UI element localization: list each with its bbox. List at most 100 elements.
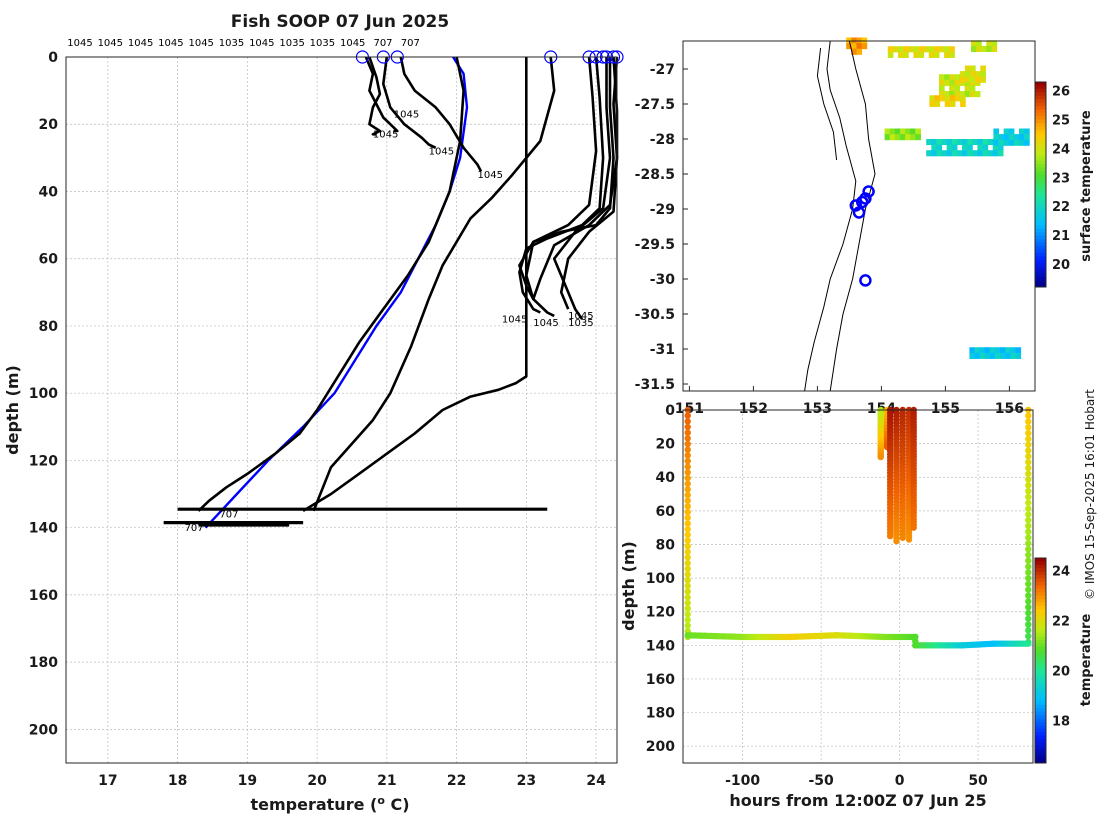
sst-cell (939, 46, 945, 53)
cast-point (684, 457, 691, 465)
map-colorbar-cell (1035, 280, 1046, 285)
track-point (859, 192, 872, 205)
cast-point (684, 537, 691, 544)
sst-cell (936, 150, 943, 157)
sst-cell (1000, 352, 1006, 359)
sst-cell (1024, 134, 1030, 141)
timeseries-colorbar-cell (1035, 742, 1046, 747)
sst-cell (986, 40, 992, 47)
sst-cell (939, 91, 945, 98)
profile-annotation: 707 (185, 523, 204, 534)
sst-cell (979, 352, 986, 359)
map-colorbar-cell (1035, 256, 1046, 261)
sst-cell (984, 352, 991, 359)
sst-cell (979, 347, 986, 354)
timeseries-ylabel: depth (m) (619, 541, 638, 631)
cast-point (684, 491, 691, 499)
map-colorbar-tick: 20 (1052, 258, 1070, 273)
sst-cell (1015, 352, 1022, 359)
sst-cell (970, 71, 976, 78)
profile-title: Fish SOOP 07 Jun 2025 (231, 12, 449, 32)
timeseries-ytick-label: 40 (656, 470, 676, 486)
map-ytick-label: -29 (650, 202, 675, 218)
sst-cell (887, 51, 894, 58)
sst-cell (931, 150, 937, 157)
sst-cell (989, 347, 996, 354)
sst-cell (939, 95, 946, 102)
map-colorbar-cell (1035, 116, 1046, 121)
sst-cell (1008, 134, 1015, 141)
sst-cell (944, 100, 951, 107)
sst-cell (884, 134, 891, 141)
sst-cell (908, 46, 914, 53)
timeseries-colorbar-cell (1035, 660, 1046, 665)
profile-top-label: 707 (373, 38, 392, 49)
map-colorbar-tick: 22 (1052, 200, 1070, 215)
cast-point (1025, 424, 1032, 431)
profile-ytick-label: 40 (39, 184, 59, 200)
sst-cell (856, 43, 863, 50)
sst-cell (977, 144, 984, 151)
map-colorbar-cell (1035, 85, 1046, 90)
sst-cell (977, 139, 984, 146)
cast-point (1025, 464, 1032, 472)
sst-cell (967, 150, 973, 157)
map-colorbar-cell (1035, 92, 1046, 97)
cast-point (684, 605, 691, 612)
cast-point (684, 616, 691, 624)
sst-cell (889, 134, 896, 141)
sst-cell (913, 46, 920, 53)
timeseries-colorbar-cell (1035, 732, 1046, 737)
profile-annotation: 707 (219, 510, 238, 521)
map-xtick-label: 153 (803, 401, 832, 417)
profile-line (518, 56, 598, 300)
sst-cell (926, 150, 932, 157)
map-xtick-label: 155 (931, 401, 960, 417)
track-point (849, 199, 863, 212)
sst-cell (993, 134, 1000, 141)
timeseries-ticks: -100 -50 0 50 0 20 40 60 80 100 120 140 160 180 200 (646, 403, 988, 789)
sst-cell (918, 46, 925, 53)
profile-xlabel-main: temperature ( (250, 795, 377, 814)
sst-cell (1003, 139, 1010, 146)
cast-point (684, 565, 691, 573)
profile-annotation: 1045 (394, 110, 419, 121)
cast-point (1025, 487, 1032, 495)
map-colorbar-cell (1035, 99, 1046, 103)
profile-xlabel: temperature (o C) (250, 794, 409, 814)
map-ytick-label: -28.5 (635, 167, 675, 183)
map-colorbar-cell (1035, 225, 1046, 230)
map-colorbar-cell (1035, 102, 1046, 107)
profile-xtick-label: 24 (586, 773, 606, 789)
map-colorbar-cell (1035, 119, 1046, 124)
profile-frame (65, 56, 618, 764)
sst-cell (975, 71, 981, 78)
timeseries-colorbar-cell (1035, 619, 1046, 624)
sst-cell (964, 79, 971, 86)
sst-cell (894, 134, 901, 141)
timeseries-colorbar-cell (1035, 708, 1046, 713)
sst-cell (959, 76, 966, 83)
timeseries-colorbar-cell (1035, 687, 1046, 692)
map-colorbar-cell (1035, 167, 1046, 172)
cast-point (1025, 627, 1032, 634)
profile-ticks: 17 18 19 20 21 22 23 24 0 20 40 60 80 100 120 140 160 180… (29, 38, 606, 789)
sst-cell (962, 150, 968, 157)
sst-cell (1008, 128, 1015, 135)
sst-cell (976, 45, 982, 52)
profile-top-label: 1035 (310, 38, 335, 49)
cast-point (1025, 528, 1032, 535)
cast-point (684, 582, 691, 590)
profile-xtick-label: 21 (377, 773, 396, 789)
profile-xtick-label: 23 (517, 773, 536, 789)
cast-point (684, 588, 691, 595)
map-colorbar-cell (1035, 143, 1046, 148)
timeseries-colorbar-cell (1035, 677, 1046, 682)
sst-cell (984, 347, 991, 354)
sst-cell (949, 95, 956, 102)
cast-point (1025, 418, 1032, 425)
map-colorbar-cell (1035, 263, 1046, 267)
timeseries-colorbar-cell (1035, 684, 1046, 689)
cast-point (684, 622, 691, 629)
timeseries-ytick-label: 20 (656, 437, 676, 453)
